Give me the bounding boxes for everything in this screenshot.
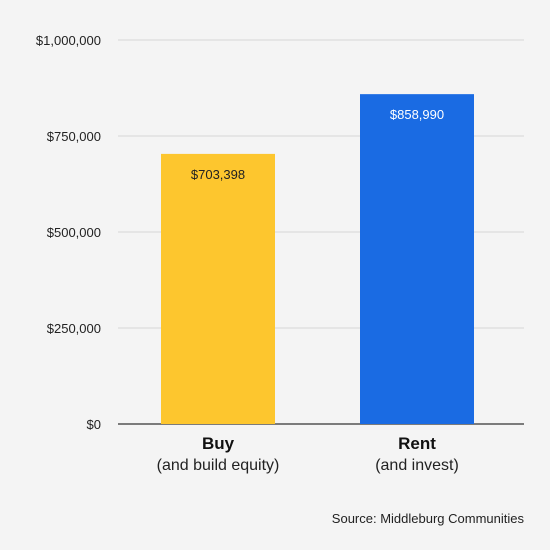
y-tick-label: $500,000 [47,225,101,240]
bar-buy [161,153,275,424]
bar-rent [360,94,474,425]
bar-value-label: $703,398 [191,167,245,182]
y-tick-label: $250,000 [47,321,101,336]
source-note: Source: Middleburg Communities [331,511,524,526]
category-label: Buy [202,434,235,453]
category-sublabel: (and build equity) [157,457,280,474]
y-tick-label: $1,000,000 [36,33,101,48]
y-tick-label: $750,000 [47,129,101,144]
category-label: Rent [398,434,436,453]
category-sublabel: (and invest) [375,457,459,474]
y-tick-label: $0 [87,417,101,432]
bar-value-label: $858,990 [390,107,444,122]
